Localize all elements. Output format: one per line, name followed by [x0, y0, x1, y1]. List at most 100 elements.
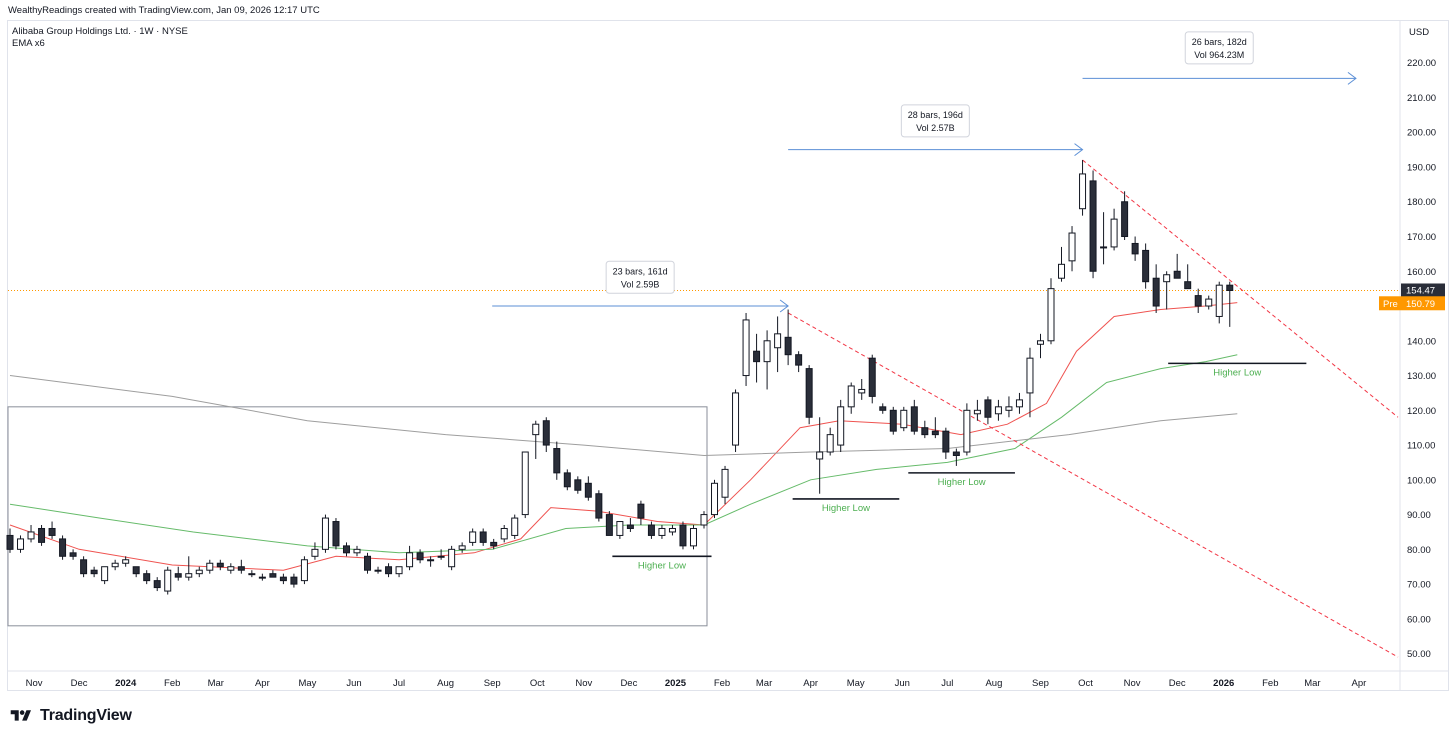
candle-body — [816, 451, 824, 460]
symbol-title[interactable]: Alibaba Group Holdings Ltd. · 1W · NYSE — [12, 26, 188, 37]
candle-body — [837, 406, 845, 446]
candle-body — [1131, 242, 1139, 255]
x-tick-label: Apr — [1352, 678, 1367, 689]
candle-body — [164, 569, 172, 592]
x-tick-label: Dec — [1169, 678, 1186, 689]
top-bar: WealthyReadings created with TradingView… — [0, 0, 1456, 20]
indicator-label[interactable]: EMA x6 — [12, 38, 45, 49]
candle-body — [458, 545, 466, 550]
candle-body — [679, 524, 687, 547]
currency-label[interactable]: USD — [1409, 27, 1430, 38]
candle-body — [1005, 406, 1013, 411]
x-tick-label: Sep — [484, 678, 501, 689]
candle-body — [195, 569, 203, 575]
measure-bars-label: 26 bars, 182d — [1192, 37, 1247, 47]
candle-body — [542, 420, 550, 446]
candle-body — [332, 521, 340, 547]
candle-body — [48, 527, 56, 536]
candle-body — [500, 527, 508, 540]
candle-body — [910, 406, 918, 432]
candle-body — [395, 566, 403, 575]
x-tick-label: Aug — [985, 678, 1002, 689]
x-tick-label: Feb — [164, 678, 180, 689]
candle-body — [59, 538, 67, 557]
footer-brand: TradingView — [8, 705, 132, 727]
x-tick-label: Oct — [530, 678, 545, 689]
candle-body — [931, 430, 939, 436]
candle-body — [101, 566, 109, 582]
measure-arrowhead — [1074, 143, 1084, 157]
candle-body — [427, 559, 435, 562]
candle-body — [574, 479, 582, 491]
candle-body — [1047, 288, 1055, 342]
x-tick-label: Feb — [1262, 678, 1278, 689]
candle-body — [532, 423, 540, 436]
candle-body — [963, 409, 971, 453]
candle-body — [1058, 263, 1066, 279]
candle-body — [122, 559, 130, 564]
candle-body — [553, 448, 561, 474]
y-tick-label: 90.00 — [1407, 510, 1431, 521]
candle-body — [858, 388, 866, 394]
tradingview-logo-icon — [10, 710, 31, 721]
candle-body — [248, 573, 256, 576]
candle-body — [1026, 357, 1034, 394]
candle-body — [258, 576, 266, 579]
ema-line-green — [9, 354, 1238, 554]
higher-low-label: Higher Low — [822, 503, 870, 514]
measure-arrowhead — [779, 299, 789, 313]
candle-body — [269, 573, 277, 578]
candle-body — [416, 552, 424, 561]
candle-body — [595, 493, 603, 519]
measure-volume-label: Vol 964.23M — [1194, 50, 1244, 60]
candle-body — [174, 573, 182, 578]
measure-box — [1184, 31, 1254, 65]
candle-body — [626, 524, 634, 529]
candle-body — [38, 527, 46, 543]
measure-box — [605, 260, 675, 294]
candle-body — [206, 562, 214, 571]
candle-body — [1152, 277, 1160, 307]
candle-body — [605, 514, 613, 536]
candle-body — [1173, 270, 1181, 279]
x-tick-label: 2024 — [115, 678, 137, 689]
candle-body — [1163, 274, 1171, 283]
y-tick-label: 210.00 — [1407, 93, 1436, 104]
candle-body — [868, 357, 876, 397]
candle-body — [311, 548, 319, 557]
footer-brand-text: TradingView — [40, 707, 132, 724]
measure-volume-label: Vol 2.57B — [916, 123, 955, 133]
candle-body — [342, 545, 350, 554]
y-tick-label: 200.00 — [1407, 128, 1436, 139]
candle-body — [1205, 298, 1213, 307]
y-tick-label: 220.00 — [1407, 58, 1436, 69]
candle-body — [227, 566, 235, 571]
x-tick-label: Mar — [208, 678, 224, 689]
ema-line-red — [9, 302, 1238, 571]
y-tick-label: 80.00 — [1407, 545, 1431, 556]
measure-bars-label: 28 bars, 196d — [908, 110, 963, 120]
x-tick-label: Dec — [71, 678, 88, 689]
y-tick-label: 70.00 — [1407, 580, 1431, 591]
candle-body — [279, 576, 287, 582]
candle-body — [111, 562, 119, 568]
x-tick-label: Aug — [437, 678, 454, 689]
candle-body — [563, 472, 571, 488]
ema-line-gray — [9, 375, 1238, 457]
y-tick-label: 130.00 — [1407, 371, 1436, 382]
candle-body — [1089, 180, 1097, 272]
candle-body — [321, 517, 329, 550]
candle-body — [711, 482, 719, 516]
candle-body — [153, 580, 161, 589]
y-tick-label: 160.00 — [1407, 267, 1436, 278]
candle-body — [742, 319, 750, 377]
candle-body — [795, 354, 803, 366]
x-tick-label: May — [847, 678, 865, 689]
candle-body — [353, 548, 361, 554]
candle-body — [900, 409, 908, 429]
x-tick-label: 2025 — [665, 678, 687, 689]
candle-body — [448, 548, 456, 568]
x-tick-label: Mar — [1304, 678, 1320, 689]
candle-body — [300, 559, 308, 582]
